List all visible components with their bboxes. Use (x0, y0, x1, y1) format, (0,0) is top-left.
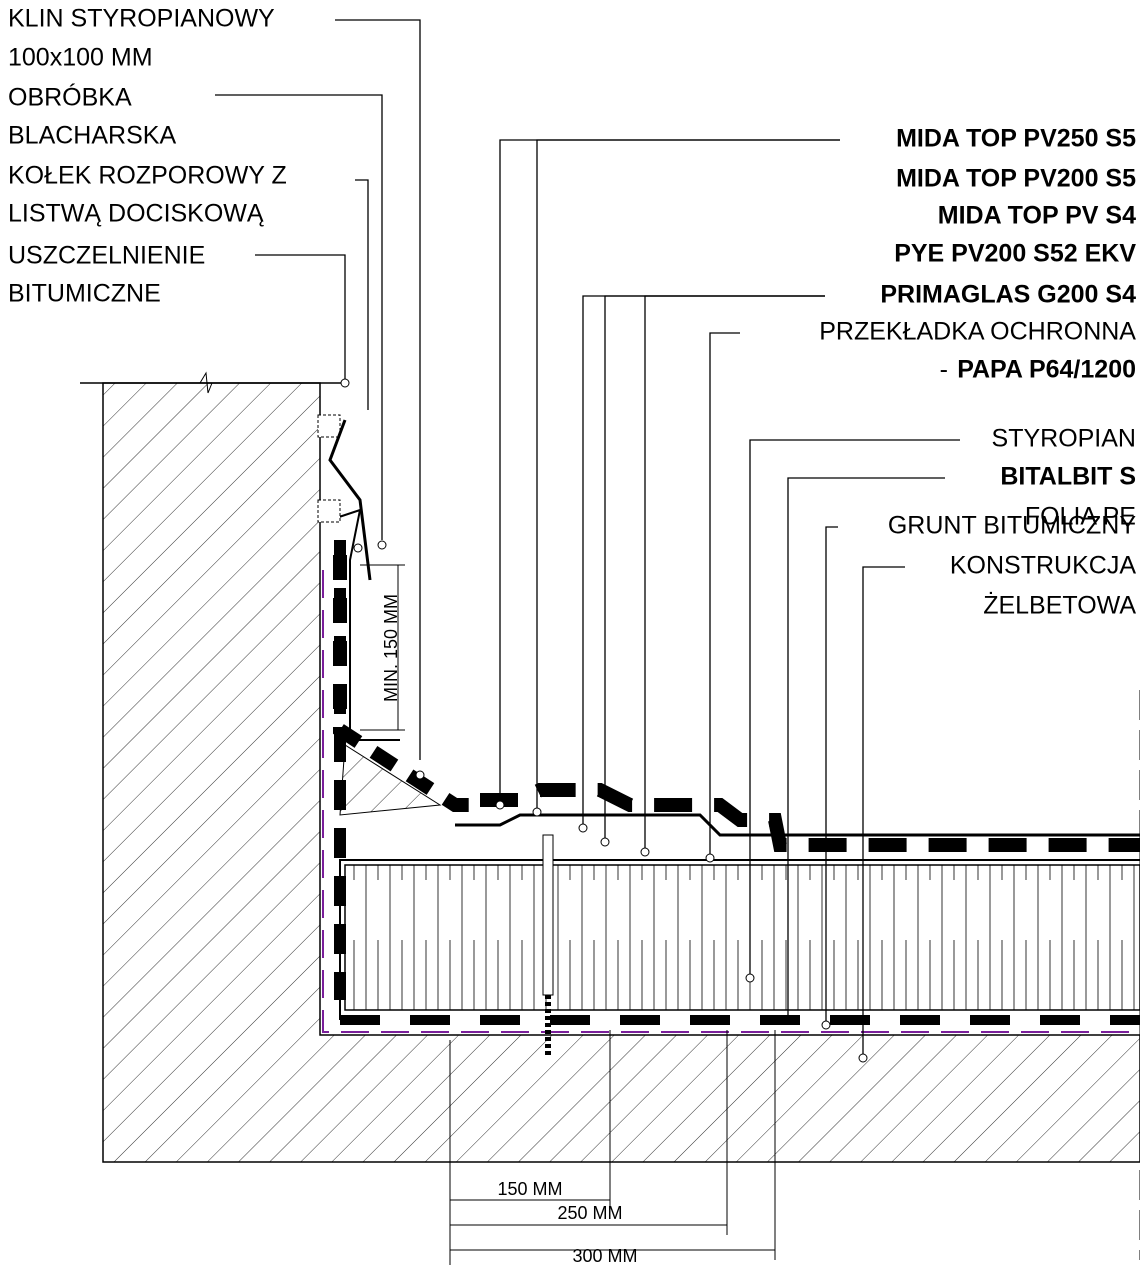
label: KLIN STYROPIANOWY (8, 5, 275, 33)
labels-right: MIDA TOP PV250 S5 MIDA TOP PV200 S5 MIDA… (819, 125, 1136, 620)
label: PRIMAGLAS G200 S4 (880, 281, 1136, 309)
label: PYE PV200 S52 EKV (894, 240, 1136, 268)
label: MIDA TOP PV200 S5 (896, 165, 1136, 193)
label: LISTWĄ DOCISKOWĄ (8, 200, 264, 228)
label: BITALBIT S (1000, 463, 1136, 491)
label: - (940, 356, 948, 384)
label: MIDA TOP PV S4 (938, 202, 1136, 230)
insulation (345, 865, 1140, 1010)
label: STYROPIAN (992, 425, 1136, 453)
dimension-label: MIN. 150 MM (381, 594, 401, 702)
dimension-label: 150 MM (497, 1179, 562, 1199)
label: BITUMICZNE (8, 280, 161, 308)
label: PAPA P64/1200 (957, 356, 1136, 384)
detail-drawing: KLIN STYROPIANOWY 100x100 MM OBRÓBKA BLA… (0, 0, 1140, 1265)
label: USZCZELNIENIE (8, 242, 205, 270)
label: KOŁEK ROZPOROWY Z (8, 162, 287, 190)
label: ŻELBETOWA (983, 591, 1136, 620)
label: 100x100 MM (8, 44, 153, 72)
dimension-label: 300 MM (572, 1246, 637, 1265)
label: KONSTRUKCJA (950, 552, 1136, 580)
label: GRUNT BITUMICZNY (888, 512, 1136, 540)
label: MIDA TOP PV250 S5 (896, 125, 1136, 153)
label: PRZEKŁADKA OCHRONNA (819, 318, 1136, 346)
labels-left: KLIN STYROPIANOWY 100x100 MM OBRÓBKA BLA… (8, 5, 287, 308)
label: BLACHARSKA (8, 122, 176, 150)
dimension-label: 250 MM (557, 1203, 622, 1223)
label: OBRÓBKA (8, 83, 132, 112)
